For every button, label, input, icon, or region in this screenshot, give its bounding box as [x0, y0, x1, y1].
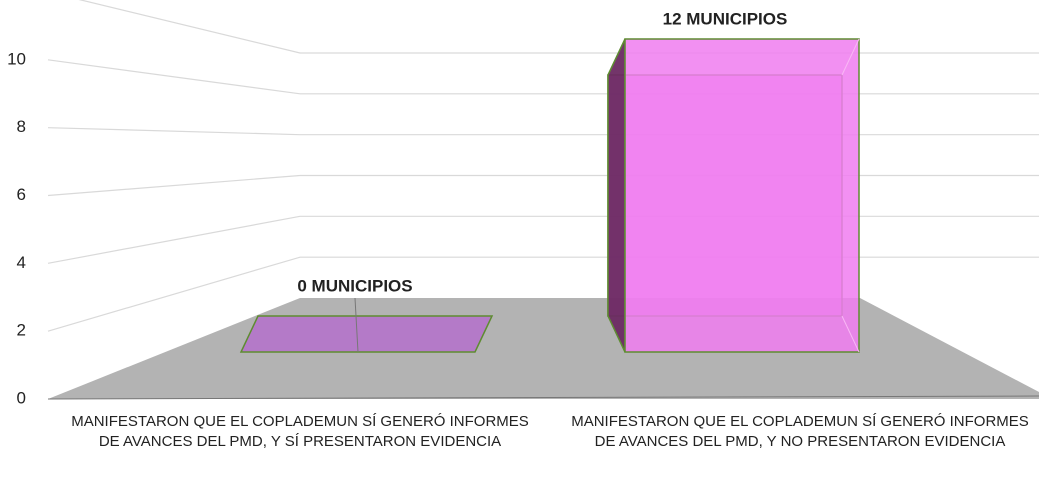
- y-tick-label: 8: [17, 117, 26, 136]
- y-tick-label: 10: [7, 49, 26, 68]
- y-tick-label: 0: [17, 388, 26, 407]
- value-label: 0 MUNICIPIOS: [297, 276, 412, 295]
- y-tick-label: 4: [17, 253, 26, 272]
- floor: [48, 298, 1039, 399]
- grid-line: [47, 174, 1039, 197]
- bar-edge: [841, 315, 860, 353]
- bar-front: [624, 38, 860, 353]
- bar: [239, 315, 494, 353]
- grid-line: [47, 59, 1039, 95]
- x-tick-label: MANIFESTARON QUE EL COPLADEMUN SÍ GENERÓ…: [571, 413, 1029, 450]
- grid-line: [47, 127, 1039, 136]
- grid-line: [78, 0, 1039, 54]
- floor-edge: [47, 395, 1039, 400]
- bar-top: [239, 315, 494, 353]
- leader-line: [354, 297, 359, 353]
- bar-side: [607, 38, 626, 353]
- grid-line: [47, 215, 1039, 264]
- bar-edge: [841, 38, 860, 76]
- value-label: 12 MUNICIPIOS: [663, 9, 788, 28]
- bar: [607, 38, 860, 353]
- y-tick-label: 2: [17, 321, 26, 340]
- y-tick-label: 6: [17, 185, 26, 204]
- x-tick-label: MANIFESTARON QUE EL COPLADEMUN SÍ GENERÓ…: [71, 413, 529, 450]
